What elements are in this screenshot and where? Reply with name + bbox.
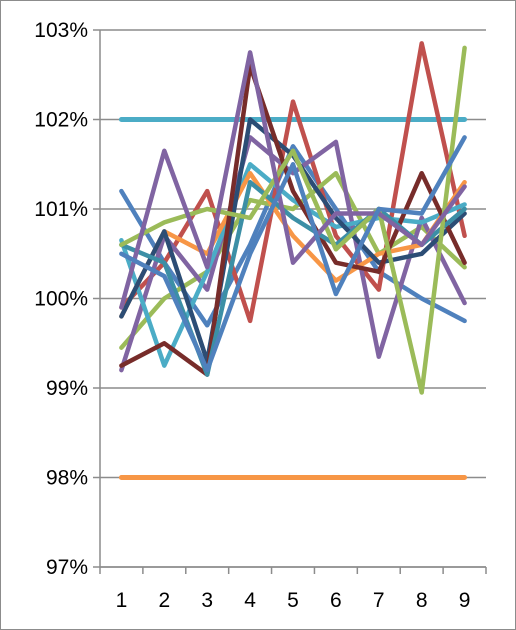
series-line-5 bbox=[119, 162, 467, 368]
y-tick-labels: 97% 98% 99% 100% 101% 102% 103% bbox=[34, 19, 88, 579]
x-tick-label: 9 bbox=[459, 589, 471, 612]
y-tick-label: 97% bbox=[46, 556, 88, 579]
series-line-1 bbox=[119, 144, 467, 328]
x-tick-label: 8 bbox=[416, 589, 428, 612]
x-tick-label: 6 bbox=[330, 589, 342, 612]
x-tick-labels: 1 2 3 4 5 6 7 8 9 bbox=[116, 589, 471, 612]
series-line-11 bbox=[119, 50, 467, 310]
y-tick-label: 100% bbox=[34, 288, 88, 311]
series-line-4 bbox=[119, 135, 467, 373]
series-lines bbox=[119, 41, 467, 395]
x-tick-label: 7 bbox=[373, 589, 385, 612]
x-tick-label: 1 bbox=[116, 589, 128, 612]
y-tick-label: 99% bbox=[46, 377, 88, 400]
x-tick-label: 4 bbox=[244, 589, 256, 612]
x-tick-label: 5 bbox=[287, 589, 299, 612]
y-tick-label: 102% bbox=[34, 109, 88, 132]
y-tick-label: 103% bbox=[34, 19, 88, 42]
x-tick-label: 2 bbox=[158, 589, 170, 612]
series-line-8 bbox=[119, 63, 467, 377]
y-tick-label: 98% bbox=[46, 467, 88, 490]
x-tick-label: 3 bbox=[201, 589, 213, 612]
series-line-12 bbox=[119, 135, 467, 373]
axes bbox=[93, 29, 487, 574]
series-line-10 bbox=[119, 45, 467, 395]
series-line-6 bbox=[119, 170, 467, 319]
y-tick-label: 101% bbox=[34, 198, 88, 221]
